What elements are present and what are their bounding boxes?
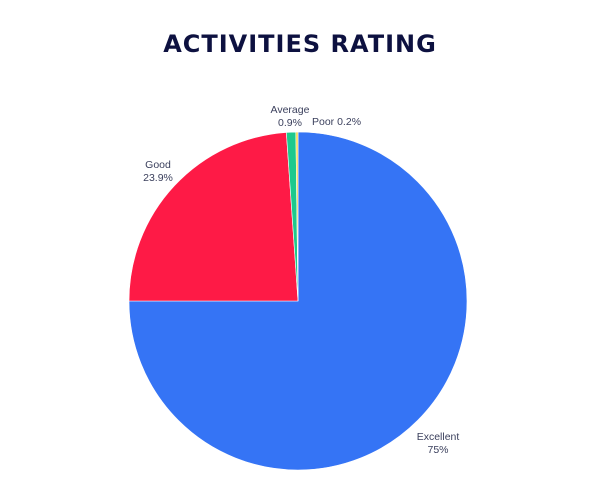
slice-label-name: Good — [145, 159, 171, 171]
slice-label-name: Excellent — [417, 431, 460, 443]
slice-label-excellent: Excellent 75% — [417, 431, 460, 456]
slice-label-value: 0.9% — [278, 117, 302, 129]
slice-label-average: Average 0.9% — [271, 104, 310, 129]
pie-slice-poor — [295, 131, 299, 302]
chart-title: ACTIVITIES RATING — [163, 30, 437, 58]
slice-label-value: 23.9% — [143, 172, 173, 184]
slice-label-poor: Poor 0.2% — [312, 116, 361, 128]
pie-slice-excellent — [128, 131, 468, 471]
pie-labels: Excellent 75%Good 23.9%Average 0.9% Poor 0.2… — [143, 104, 459, 456]
slice-label-good: Good 23.9% — [143, 159, 173, 184]
slice-label-value: 75% — [427, 444, 448, 456]
pie-slices — [128, 131, 468, 471]
pie-slice-good — [128, 132, 299, 302]
slice-label-name: Average — [271, 104, 310, 116]
